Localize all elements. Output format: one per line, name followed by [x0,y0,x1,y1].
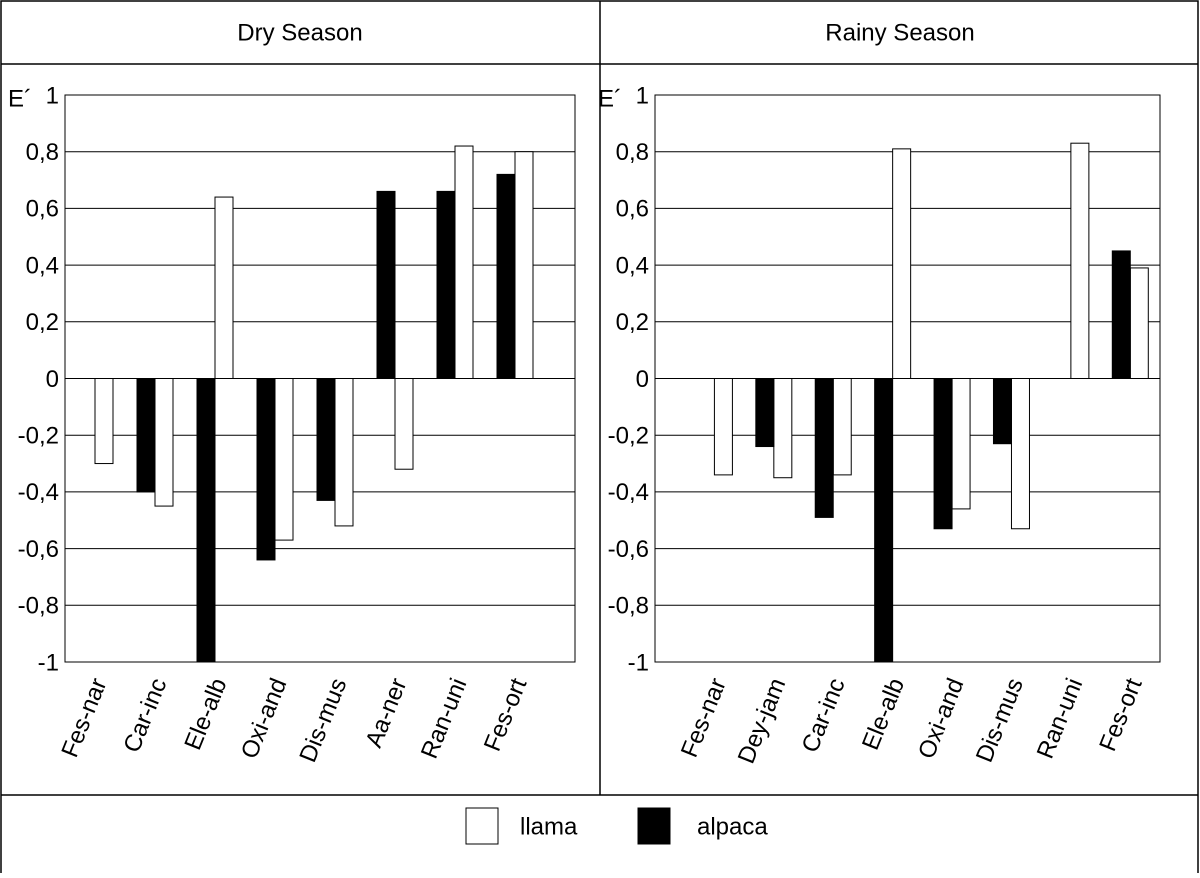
y-tick-label: -0,4 [608,479,649,506]
x-tick-label: Fes-ort [479,674,533,755]
bar [514,151,534,379]
y-tick-label: -1 [628,649,649,676]
y-tick-label: 0 [46,366,59,393]
y-tick-label: -0,8 [608,593,649,620]
bar [94,378,114,465]
bar [256,378,276,561]
bar [755,378,775,448]
legend-label: llama [520,813,578,840]
x-tick-label: Fes-nar [56,675,112,762]
y-tick-label: -0,2 [18,423,59,450]
plot-frame [64,94,576,663]
bar [214,196,234,379]
y-tick-label: -0,2 [608,423,649,450]
x-tick-label: Aa-ner [360,675,412,752]
bar [1129,267,1149,379]
y-tick-label: -0,6 [608,536,649,563]
x-tick-label: Fes-ort [1094,674,1148,755]
y-tick-label: 1 [636,82,649,109]
x-tick-label: Ran-uni [416,675,473,763]
x-tick-label: Car-inc [797,675,851,757]
legend-swatch [637,807,671,845]
x-tick-label: Fes-nar [676,675,732,762]
bar [1070,142,1090,379]
y-tick-label: 0,4 [616,252,649,279]
legend-swatch [465,807,499,845]
y-tick-label: 0,8 [26,139,59,166]
bar [1111,250,1131,379]
bar [316,378,336,501]
bar [334,378,354,527]
bar [376,190,396,379]
x-tick-label: Car-inc [118,675,172,757]
bar [394,378,414,470]
bar [892,148,912,379]
bar [496,173,516,379]
x-tick-label: Dey-jam [733,675,792,768]
bar [713,378,733,476]
y-tick-label: 0,2 [26,309,59,336]
bar [436,190,456,379]
y-tick-label: -0,6 [18,536,59,563]
y-tick-label: 0,2 [616,309,649,336]
y-tick-label: -0,8 [18,593,59,620]
bar [874,378,894,663]
y-axis-label: E´ [598,85,622,112]
plot-frame [654,94,1161,663]
y-tick-label: 0 [636,366,649,393]
bar [136,378,156,493]
y-tick-label: 0,4 [26,252,59,279]
y-axis-label: E´ [8,85,32,112]
x-tick-label: Ran-uni [1032,675,1089,763]
legend-label: alpaca [697,813,768,840]
bar [951,378,971,510]
y-tick-label: -0,4 [18,479,59,506]
x-tick-label: Oxi-and [236,675,293,763]
y-tick-label: 0,8 [616,139,649,166]
bar [154,378,174,507]
x-tick-label: Dis-mus [294,675,352,767]
x-tick-label: Oxi-and [913,675,970,763]
bar [196,378,216,663]
y-tick-label: 1 [46,82,59,109]
bar [933,378,953,530]
bar [1010,378,1030,530]
y-tick-label: 0,6 [26,196,59,223]
bar [773,378,793,479]
y-tick-label: 0,6 [616,196,649,223]
panel-title: Dry Season [237,19,362,46]
bar [814,378,834,518]
bar [274,378,294,541]
bar [832,378,852,476]
x-tick-label: Ele-alb [857,675,910,754]
bar [992,378,1012,445]
x-tick-label: Ele-alb [179,675,232,754]
y-tick-label: -1 [38,649,59,676]
x-tick-label: Dis-mus [971,675,1029,767]
bar [454,145,474,379]
panel-title: Rainy Season [825,19,974,46]
